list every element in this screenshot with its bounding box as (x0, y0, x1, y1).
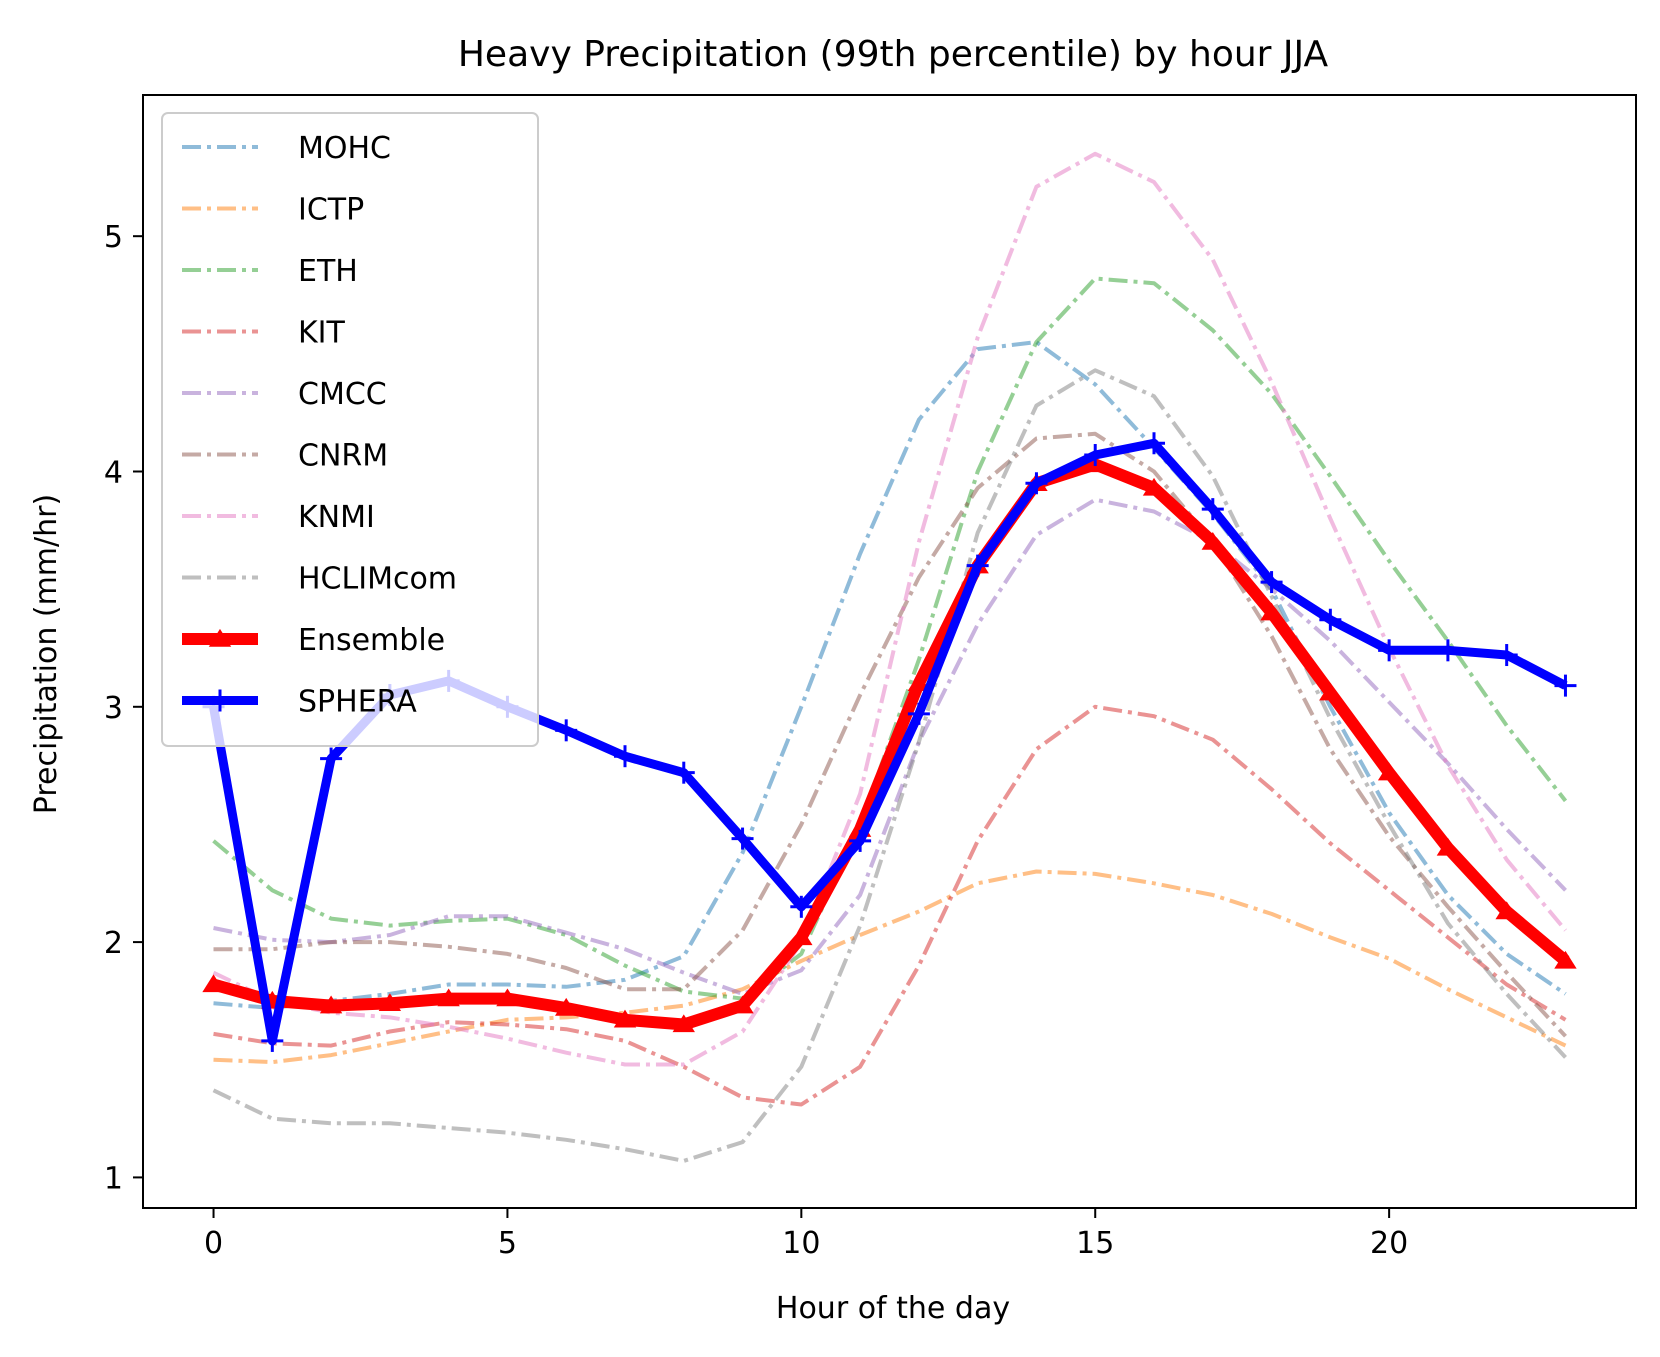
series-line-mohc (213, 340, 1567, 1010)
data-point-ensemble-23 (1554, 950, 1577, 969)
series-line-ensemble (211, 458, 1570, 1031)
legend-item-ensemble: Ensemble (182, 623, 445, 658)
data-point-ensemble-9 (731, 995, 754, 1014)
chart-title: Heavy Precipitation (99th percentile) by… (458, 34, 1329, 75)
data-point-sphera-14 (1025, 472, 1048, 495)
data-point-sphera-8 (672, 761, 695, 784)
legend-label: KIT (298, 316, 346, 351)
data-point-sphera-6 (555, 719, 578, 742)
data-point-ensemble-4 (437, 988, 460, 1007)
legend-label: ETH (298, 254, 358, 289)
data-point-ensemble-20 (1377, 762, 1401, 781)
y-axis-title: Precipitation (mm/hr) (29, 494, 64, 814)
data-point-sphera-1 (261, 1029, 284, 1052)
legend-marker (208, 628, 232, 647)
data-point-ensemble-16 (1142, 477, 1166, 496)
legend-item-kit: KIT (182, 316, 346, 351)
series-line-cmcc (213, 497, 1567, 996)
data-point-sphera-19 (1319, 608, 1342, 631)
legend-label: ICTP (298, 193, 364, 228)
x-tick-label: 5 (498, 1226, 517, 1261)
data-point-ensemble-6 (555, 997, 578, 1016)
series-line-ictp (213, 869, 1567, 1065)
data-point-sphera-12 (907, 702, 930, 725)
legend-item-eth: ETH (182, 254, 358, 289)
series-line-kit (213, 704, 1567, 1107)
data-point-sphera-18 (1260, 571, 1283, 594)
x-tick-label: 0 (204, 1226, 223, 1261)
y-tick-label: 2 (104, 926, 123, 961)
data-point-sphera-22 (1495, 644, 1518, 667)
plot-area (202, 151, 1577, 1163)
data-point-sphera-10 (790, 895, 813, 918)
legend-item-ictp: ICTP (182, 193, 364, 228)
legend-label: CNRM (298, 439, 388, 474)
legend-item-sphera: SPHERA (182, 685, 417, 720)
series-line-hclimcom (212, 368, 1567, 1163)
legend-label: HCLIMcom (298, 562, 457, 597)
data-point-sphera-2 (320, 747, 343, 770)
axes: 0 5 10 15 20 1 2 3 4 5 (104, 94, 1637, 1261)
legend-item-cnrm: CNRM (182, 439, 388, 474)
data-point-ensemble-17 (1201, 532, 1224, 550)
y-tick-label: 4 (104, 455, 123, 490)
legend-marker (209, 689, 231, 712)
data-point-ensemble-12 (907, 673, 931, 691)
data-point-sphera-7 (613, 745, 636, 768)
data-point-ensemble-5 (496, 988, 519, 1007)
data-point-sphera-11 (849, 829, 872, 852)
data-point-sphera-23 (1554, 674, 1577, 697)
x-tick-label: 15 (1076, 1226, 1114, 1261)
data-point-ensemble-10 (790, 927, 813, 946)
legend-label: Ensemble (298, 623, 445, 658)
legend-item-knmi: KNMI (182, 500, 375, 535)
data-point-ensemble-7 (613, 1009, 637, 1028)
data-point-ensemble-18 (1260, 602, 1283, 621)
data-point-sphera-17 (1201, 498, 1224, 521)
data-point-ensemble-21 (1436, 837, 1460, 856)
x-tick-label: 10 (782, 1226, 820, 1261)
x-axis-title: Hour of the day (776, 1291, 1010, 1326)
data-point-ensemble-3 (378, 993, 402, 1011)
x-tick-label: 20 (1370, 1226, 1408, 1261)
data-point-sphera-9 (731, 827, 754, 850)
data-point-sphera-16 (1143, 432, 1166, 455)
axes-frame (142, 94, 1637, 1209)
data-point-ensemble-22 (1495, 901, 1518, 920)
data-point-ensemble-19 (1319, 682, 1342, 701)
data-point-sphera-13 (966, 554, 989, 577)
series-line-knmi (212, 151, 1568, 1067)
y-tick-label: 3 (104, 691, 123, 726)
y-tick-label: 1 (104, 1161, 123, 1196)
data-point-sphera-21 (1436, 639, 1459, 662)
data-point-ensemble-2 (319, 995, 343, 1014)
legend-label: CMCC (298, 377, 387, 412)
y-tick-label: 5 (104, 220, 123, 255)
series-line-cnrm (213, 431, 1567, 1038)
data-point-sphera-20 (1378, 639, 1401, 662)
data-point-ensemble-0 (202, 974, 225, 993)
legend-item-hclimcom: HCLIMcom (182, 562, 457, 597)
series-line-eth (212, 276, 1568, 1001)
legend-label: SPHERA (298, 685, 417, 720)
legend-item-mohc: MOHC (182, 131, 391, 166)
legend-label: MOHC (298, 131, 391, 166)
legend-label: KNMI (298, 500, 375, 535)
data-point-sphera-15 (1084, 444, 1107, 467)
legend: MOHC ICTP ETH KIT CMCC CNRM KNMI HCLIMcom Ensemb… (161, 112, 539, 747)
data-point-ensemble-8 (672, 1014, 695, 1033)
legend-item-cmcc: CMCC (182, 377, 387, 412)
